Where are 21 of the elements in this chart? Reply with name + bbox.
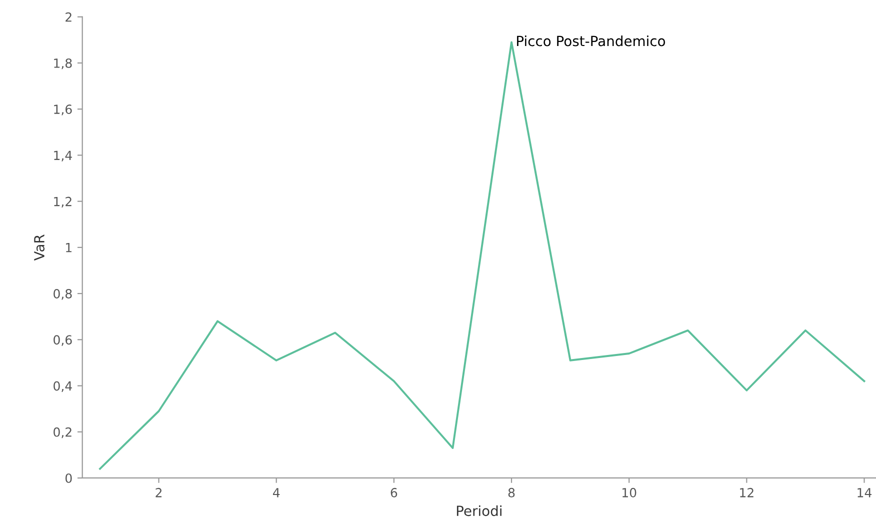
y-tick-label: 0,2: [54, 427, 72, 438]
y-tick-label: 1,8: [54, 58, 72, 70]
y-tick-label: 0,8: [54, 289, 72, 300]
x-tick-label: 10: [622, 488, 636, 498]
x-axis-title: Periodi: [456, 505, 502, 516]
y-tick-label: 0: [65, 473, 72, 483]
y-tick-label: 1: [66, 243, 72, 252]
y-tick-label: 1,6: [54, 104, 72, 116]
y-tick-label: 0,4: [54, 381, 72, 392]
y-tick-label: 1,2: [54, 196, 72, 208]
y-tick-label: 1,4: [54, 150, 72, 162]
x-tick-label: 4: [272, 488, 280, 498]
x-tick-label: 8: [508, 488, 515, 498]
y-axis-title: VaR: [34, 234, 44, 261]
y-tick-label: 0,6: [54, 335, 72, 346]
y-tick-label: 2: [66, 12, 72, 22]
x-tick-label: 2: [156, 488, 162, 498]
annotation: Picco Post-Pandemico: [517, 36, 666, 46]
x-tick-label: 12: [740, 488, 754, 498]
x-tick-label: 6: [390, 488, 398, 498]
x-tick-label: 14: [858, 488, 872, 498]
